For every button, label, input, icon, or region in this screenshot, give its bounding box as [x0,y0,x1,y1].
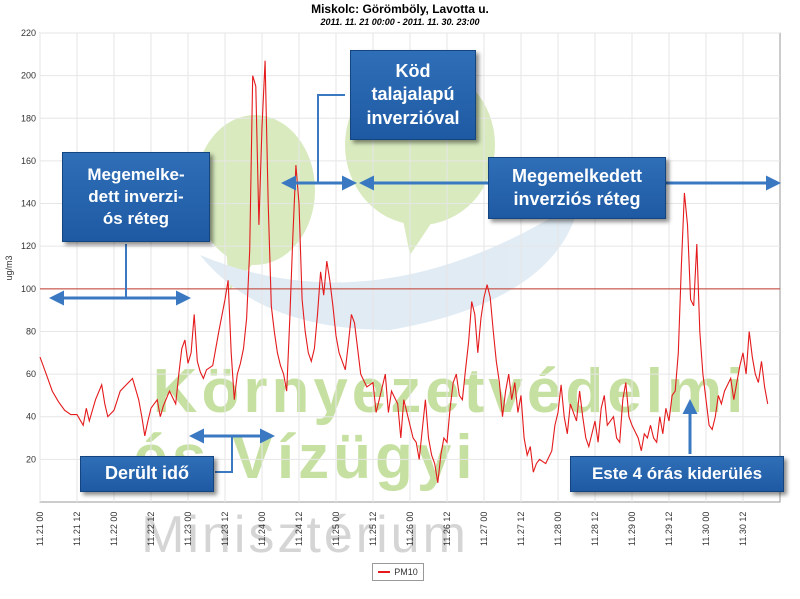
x-tick-label: 11.29 12 [664,512,674,546]
legend-label-pm10: PM10 [394,567,418,577]
y-tick-label: 120 [21,241,36,251]
y-tick-label: 140 [21,199,36,209]
arrow-derult-stem [215,436,233,473]
x-tick-label: 11.28 00 [553,512,563,546]
callout-megemelkedett-right: Megemelkedett inverziós réteg [488,157,666,219]
x-tick-label: 11.23 12 [220,512,230,546]
y-tick-label: 220 [21,28,36,38]
y-tick-label: 60 [26,369,36,379]
watermark-line-3: Minisztérium [141,506,469,564]
callout-este: Este 4 órás kiderülés [570,456,784,492]
x-tick-label: 11.22 12 [146,512,156,546]
x-tick-label: 11.28 12 [590,512,600,546]
x-axis: 11.21 00 11.21 12 11.22 00 11.22 12 11.23 00… [35,512,748,546]
x-tick-label: 11.30 12 [738,512,748,546]
y-axis: 20 40 60 80 100 120 140 160 180 200 220 [21,28,36,464]
arrow-kod-stem [317,94,345,183]
y-tick-label: 160 [21,156,36,166]
x-tick-label: 11.27 12 [516,512,526,546]
legend: PM10 [372,563,424,581]
x-tick-label: 11.25 12 [368,512,378,546]
y-tick-label: 100 [21,284,36,294]
callout-derult: Derült idő [80,456,214,492]
series-line-pm10 [39,60,769,483]
x-tick-label: 11.26 12 [442,512,452,546]
chart-subtitle: 2011. 11. 21 00:00 - 2011. 11. 30. 23:00 [320,17,480,27]
x-tick-label: 11.24 12 [294,512,304,546]
y-tick-label: 180 [21,113,36,123]
y-axis-label: ug/m3 [4,255,14,280]
y-tick-label: 80 [26,326,36,336]
x-tick-label: 11.24 00 [257,512,267,546]
callout-megemelkedett-left: Megemelke- dett inverzi- ós réteg [62,152,210,242]
x-tick-label: 11.22 00 [109,512,119,546]
y-tick-label: 40 [26,412,36,422]
legend-swatch-pm10 [378,571,391,573]
x-tick-label: 11.26 00 [405,512,415,546]
x-tick-label: 11.25 00 [331,512,341,546]
y-tick-label: 20 [26,454,36,464]
x-tick-label: 11.21 12 [72,512,82,546]
x-tick-label: 11.27 00 [479,512,489,546]
x-tick-label: 11.30 00 [701,512,711,546]
x-tick-label: 11.21 00 [35,512,45,546]
y-tick-label: 200 [21,71,36,81]
watermark-line-1: Környezetvédelmi [153,357,748,426]
callout-kod: Köd talajalapú inverzióval [350,50,476,140]
x-tick-label: 11.23 00 [183,512,193,546]
chart-title: Miskolc: Görömböly, Lavotta u. [311,2,489,16]
x-tick-label: 11.29 00 [627,512,637,546]
